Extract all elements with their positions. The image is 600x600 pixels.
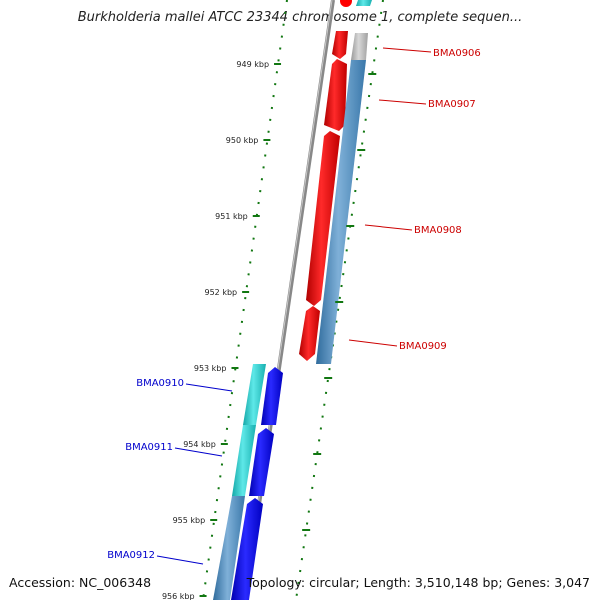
scale-labels: 949 kbp 950 kbp 951 kbp 952 kbp 953 kbp 954 k… — [162, 60, 269, 600]
inner-dotted-guide — [202, 0, 288, 600]
gene-BMA0906-feature[interactable] — [351, 33, 368, 60]
label-line-BMA0906 — [382, 47, 432, 53]
topology-summary: Topology: circular; Length: 3,510,148 bp… — [246, 575, 590, 590]
accession-text: Accession: NC_006348 — [9, 575, 152, 590]
gene-BMA0907-908-909-feature[interactable] — [316, 60, 366, 364]
label-line-BMA0912 — [156, 555, 204, 565]
gene-label-BMA0906[interactable]: BMA0906 — [433, 48, 481, 59]
map-title: Burkholderia mallei ATCC 23344 chromosom… — [77, 10, 523, 25]
gene-label-BMA0908[interactable]: BMA0908 — [414, 225, 462, 236]
scale-ticks — [199, 63, 377, 597]
scale-label: 949 kbp — [236, 60, 269, 69]
gene-label-BMA0912[interactable]: BMA0912 — [107, 550, 155, 561]
genome-backbone-highlight — [243, 0, 333, 600]
label-line-BMA0907 — [378, 99, 427, 105]
label-line-BMA0911 — [174, 447, 223, 457]
gene-BMA0908-cds[interactable] — [306, 131, 340, 306]
gene-BMA0912-feature[interactable] — [213, 496, 245, 600]
label-line-BMA0908 — [364, 224, 413, 231]
gene-BMA0909-cds[interactable] — [299, 306, 320, 361]
scale-label: 951 kbp — [215, 212, 248, 221]
label-line-BMA0910 — [185, 383, 233, 392]
gene-label-BMA0910[interactable]: BMA0910 — [136, 378, 184, 389]
gene-BMA0910-feature[interactable] — [243, 364, 266, 425]
gene-label-BMA0911[interactable]: BMA0911 — [125, 442, 173, 453]
gene-BMA0910-cds[interactable] — [261, 367, 283, 425]
scale-label: 953 kbp — [194, 364, 227, 373]
gene-BMA0911-cds[interactable] — [249, 428, 274, 496]
gene-label-BMA0909[interactable]: BMA0909 — [399, 341, 447, 352]
scale-label: 954 kbp — [183, 440, 216, 449]
gene-BMA0907-cds[interactable] — [324, 59, 347, 131]
label-line-BMA0909 — [348, 339, 398, 347]
scale-label: 950 kbp — [226, 136, 259, 145]
partial-cyan-feature — [356, 0, 372, 6]
gene-BMA0906-cds[interactable] — [332, 31, 348, 59]
scale-label: 955 kbp — [173, 516, 206, 525]
gene-BMA0912-cds[interactable] — [231, 498, 263, 600]
gene-BMA0911-feature[interactable] — [232, 425, 256, 496]
scale-label: 952 kbp — [205, 288, 238, 297]
gene-label-BMA0907[interactable]: BMA0907 — [428, 99, 476, 110]
partial-gene-marker — [340, 0, 352, 7]
scale-label: 956 kbp — [162, 592, 195, 600]
outer-dotted-guide — [295, 0, 384, 600]
genome-backbone — [243, 0, 335, 600]
